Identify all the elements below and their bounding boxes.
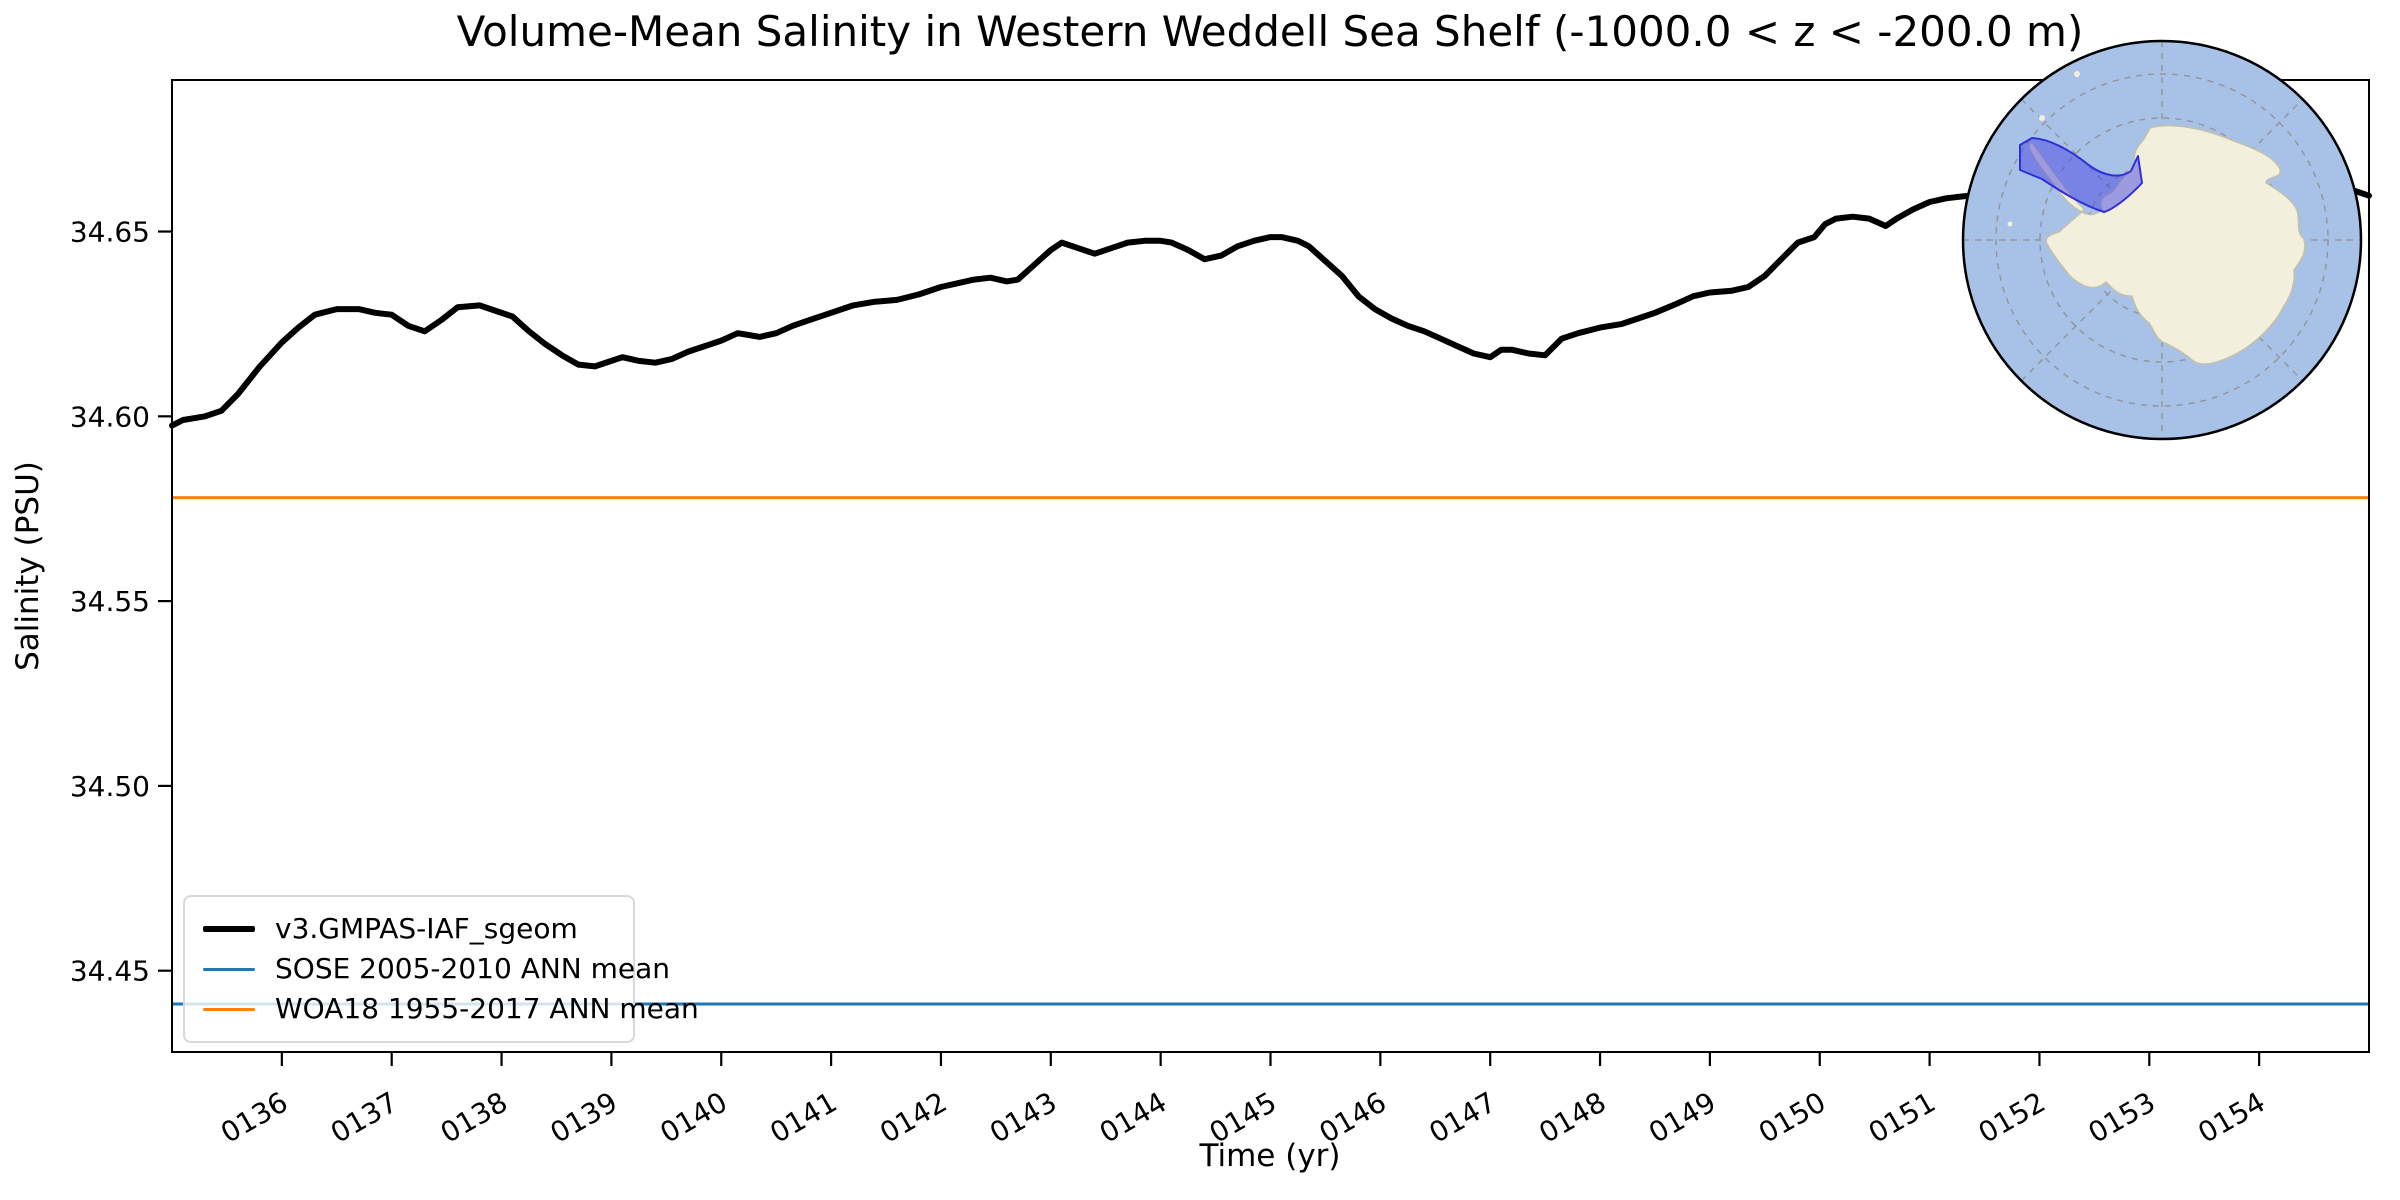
- legend-item: v3.GMPAS-IAF_sgeom: [203, 915, 615, 943]
- y-tick-label: 34.60: [70, 400, 150, 433]
- x-tick-label: 0138: [435, 1085, 513, 1149]
- weddell-shelf-highlight: [2019, 137, 2143, 213]
- legend-line-swatch: [203, 967, 255, 971]
- x-tick-label: 0140: [655, 1085, 733, 1149]
- x-tick-label: 0141: [764, 1085, 842, 1149]
- x-tick-label: 0147: [1423, 1085, 1501, 1149]
- y-tick-label: 34.45: [70, 955, 150, 988]
- x-tick-label: 0137: [325, 1085, 403, 1149]
- y-axis-label: Salinity (PSU): [10, 461, 46, 671]
- y-tick-label: 34.50: [70, 770, 150, 803]
- x-tick-label: 0143: [984, 1085, 1062, 1149]
- legend-item: SOSE 2005-2010 ANN mean: [203, 955, 670, 983]
- x-tick-label: 0150: [1753, 1085, 1831, 1149]
- inset-border: [1961, 39, 2363, 441]
- legend-line-swatch: [203, 1007, 255, 1011]
- x-tick-label: 0153: [2083, 1085, 2161, 1149]
- x-tick-label: 0149: [1643, 1085, 1721, 1149]
- legend-label: WOA18 1955-2017 ANN mean: [275, 992, 699, 1025]
- x-axis-label: Time (yr): [1199, 1138, 1341, 1174]
- inset-island: [2039, 115, 2045, 121]
- legend-line-swatch: [203, 926, 255, 932]
- x-tick-label: 0151: [1863, 1085, 1941, 1149]
- y-tick-label: 34.55: [70, 585, 150, 618]
- x-tick-label: 0136: [215, 1085, 293, 1149]
- legend-item: WOA18 1955-2017 ANN mean: [203, 995, 699, 1023]
- model-salinity-curve: [169, 180, 2372, 429]
- legend-label: SOSE 2005-2010 ANN mean: [275, 952, 671, 985]
- legend-label: v3.GMPAS-IAF_sgeom: [275, 912, 578, 945]
- antarctica-inset-map: [1961, 39, 2363, 441]
- chart-title: Volume-Mean Salinity in Western Weddell …: [457, 7, 2084, 56]
- y-tick-label: 34.65: [70, 216, 150, 249]
- inset-island: [2007, 221, 2013, 227]
- x-tick-label: 0152: [1973, 1085, 2051, 1149]
- x-tick-label: 0142: [874, 1085, 952, 1149]
- legend: v3.GMPAS-IAF_sgeom SOSE 2005-2010 ANN mea…: [183, 895, 699, 1043]
- inset-island: [2074, 71, 2080, 77]
- x-tick-label: 0148: [1533, 1085, 1611, 1149]
- x-tick-label: 0154: [2192, 1085, 2270, 1149]
- x-tick-label: 0139: [545, 1085, 623, 1149]
- x-tick-label: 0144: [1094, 1085, 1172, 1149]
